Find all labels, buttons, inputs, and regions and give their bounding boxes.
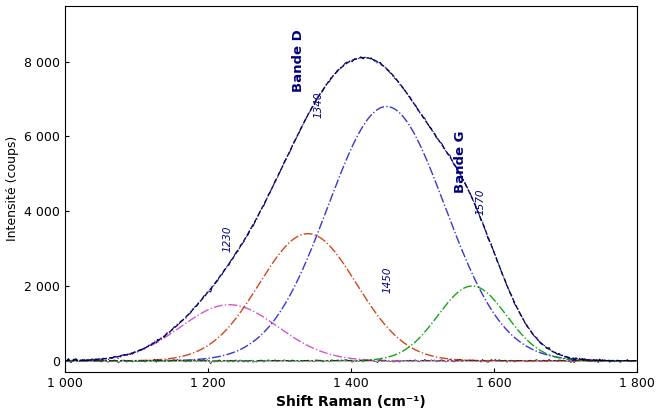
Text: 1230: 1230 xyxy=(223,226,233,252)
Text: Bande D: Bande D xyxy=(292,29,305,92)
X-axis label: Shift Raman (cm⁻¹): Shift Raman (cm⁻¹) xyxy=(276,395,426,410)
Y-axis label: Intensité (coups): Intensité (coups) xyxy=(5,136,18,242)
Text: Bande G: Bande G xyxy=(454,130,467,193)
Text: 1340: 1340 xyxy=(314,91,323,118)
Text: 1570: 1570 xyxy=(476,188,486,215)
Text: 1450: 1450 xyxy=(383,267,393,293)
